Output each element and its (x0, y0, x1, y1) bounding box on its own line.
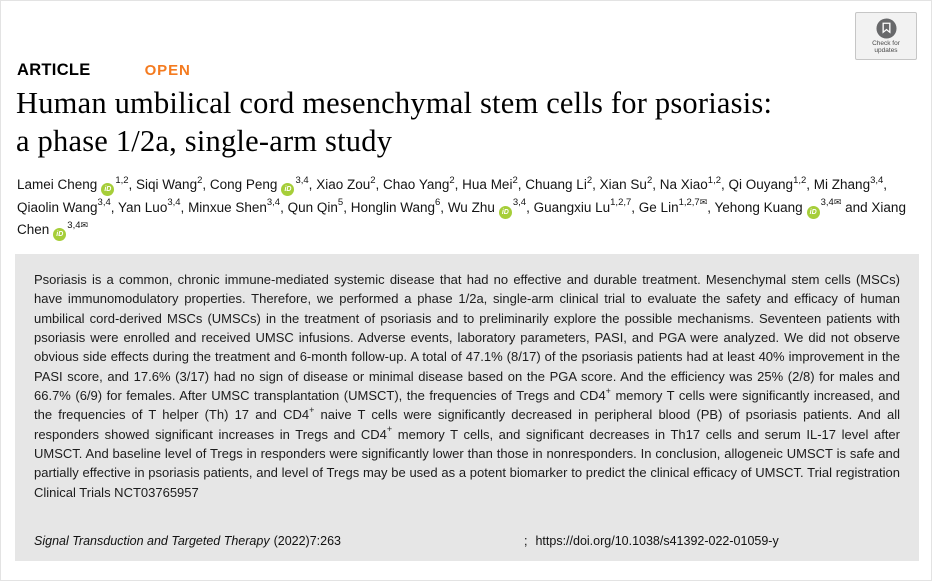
journal-name: Signal Transduction and Targeted Therapy (34, 534, 270, 548)
open-access-label: OPEN (144, 62, 191, 79)
orcid-icon[interactable]: iD (806, 205, 820, 219)
kicker-row: ARTICLE OPEN (17, 61, 191, 80)
author-affiliations: 5 (337, 197, 344, 208)
citation-row: Signal Transduction and Targeted Therapy… (34, 534, 900, 548)
author-affiliations: 2 (646, 174, 653, 186)
author-affiliations: 3,4 (167, 197, 181, 208)
author: Cong Peng iD3,4 (210, 174, 309, 196)
author: Mi Zhang3,4 (813, 174, 884, 192)
author: Minxue Shen3,4 (188, 197, 281, 215)
author: Wu Zhu iD3,4 (448, 197, 527, 219)
corresponding-author-icon[interactable]: ✉ (699, 197, 708, 207)
author-affiliations: 2 (512, 174, 518, 186)
author: Honglin Wang6 (350, 197, 441, 215)
orcid-icon[interactable]: iD (281, 183, 295, 196)
corresponding-author-icon[interactable]: ✉ (80, 219, 89, 230)
author: Qun Qin5 (287, 197, 344, 215)
author-affiliations: 3,4 (870, 174, 884, 186)
author-affiliations: 1,2,7✉ (678, 197, 708, 208)
author-affiliations: 3,4 (97, 197, 111, 208)
check-for-updates-badge[interactable]: Check for updates (855, 12, 917, 60)
author-affiliations: 3,4 (266, 197, 281, 208)
corresponding-author-icon[interactable]: ✉ (833, 197, 842, 207)
author-affiliations: 2 (370, 174, 376, 186)
author-affiliations: 3,4 (512, 197, 527, 208)
author: Ge Lin1,2,7✉ (638, 197, 708, 215)
author-affiliations: 6 (435, 197, 441, 208)
author: Guangxiu Lu1,2,7 (533, 197, 632, 215)
author: Siqi Wang2 (136, 174, 203, 192)
article-type-label: ARTICLE (17, 61, 91, 79)
page-title: Human umbilical cord mesenchymal stem ce… (16, 84, 916, 160)
title-line1: Human umbilical cord mesenchymal stem ce… (16, 86, 773, 120)
author-affiliations: 2 (449, 174, 455, 186)
orcid-icon[interactable]: iD (498, 205, 512, 219)
orcid-icon[interactable]: iD (53, 228, 67, 241)
author-list: Lamei Cheng iD1,2, Siqi Wang2, Cong Peng i… (17, 174, 919, 242)
author: Qi Ouyang1,2 (728, 174, 807, 192)
orcid-icon[interactable]: iD (101, 183, 115, 196)
author: Xiao Zou2 (316, 174, 376, 192)
author: Xiang Chen iD3,4✉ (17, 200, 906, 241)
abstract-text: Psoriasis is a common, chronic immune-me… (34, 272, 900, 500)
author-affiliations: 3,4 (295, 174, 309, 186)
author-affiliations: 1,2 (115, 174, 129, 186)
doi-separator: ; (524, 534, 528, 548)
author-affiliations: 1,2 (707, 174, 721, 186)
author: Yan Luo3,4 (118, 197, 181, 215)
author: Chuang Li2 (525, 174, 593, 192)
author: Yehong Kuang iD3,4✉ (715, 197, 842, 219)
author: Qiaolin Wang3,4 (17, 197, 111, 215)
author: Hua Mei2 (462, 174, 518, 192)
author-affiliations: 1,2,7 (610, 197, 632, 208)
badge-label-line2: updates (874, 47, 898, 54)
crossmark-icon (875, 17, 897, 39)
title-line2: a phase 1/2a, single-arm study (16, 124, 393, 158)
abstract-box: Psoriasis is a common, chronic immune-me… (15, 254, 919, 561)
author-affiliations: 3,4✉ (67, 219, 89, 231)
author-affiliations: 2 (197, 174, 203, 186)
author-affiliations: 3,4✉ (820, 197, 842, 208)
author-affiliations: 1,2 (793, 174, 807, 186)
badge-label-line1: Check for (872, 39, 900, 47)
author-affiliations: 2 (586, 174, 593, 186)
doi-link[interactable]: https://doi.org/10.1038/s41392-022-01059… (535, 534, 779, 548)
author: Lamei Cheng iD1,2 (17, 174, 129, 196)
citation-volume: (2022)7:263 (273, 534, 341, 548)
author: Xian Su2 (599, 174, 653, 192)
author: Na Xiao1,2 (659, 174, 721, 192)
author: Chao Yang2 (383, 174, 455, 192)
